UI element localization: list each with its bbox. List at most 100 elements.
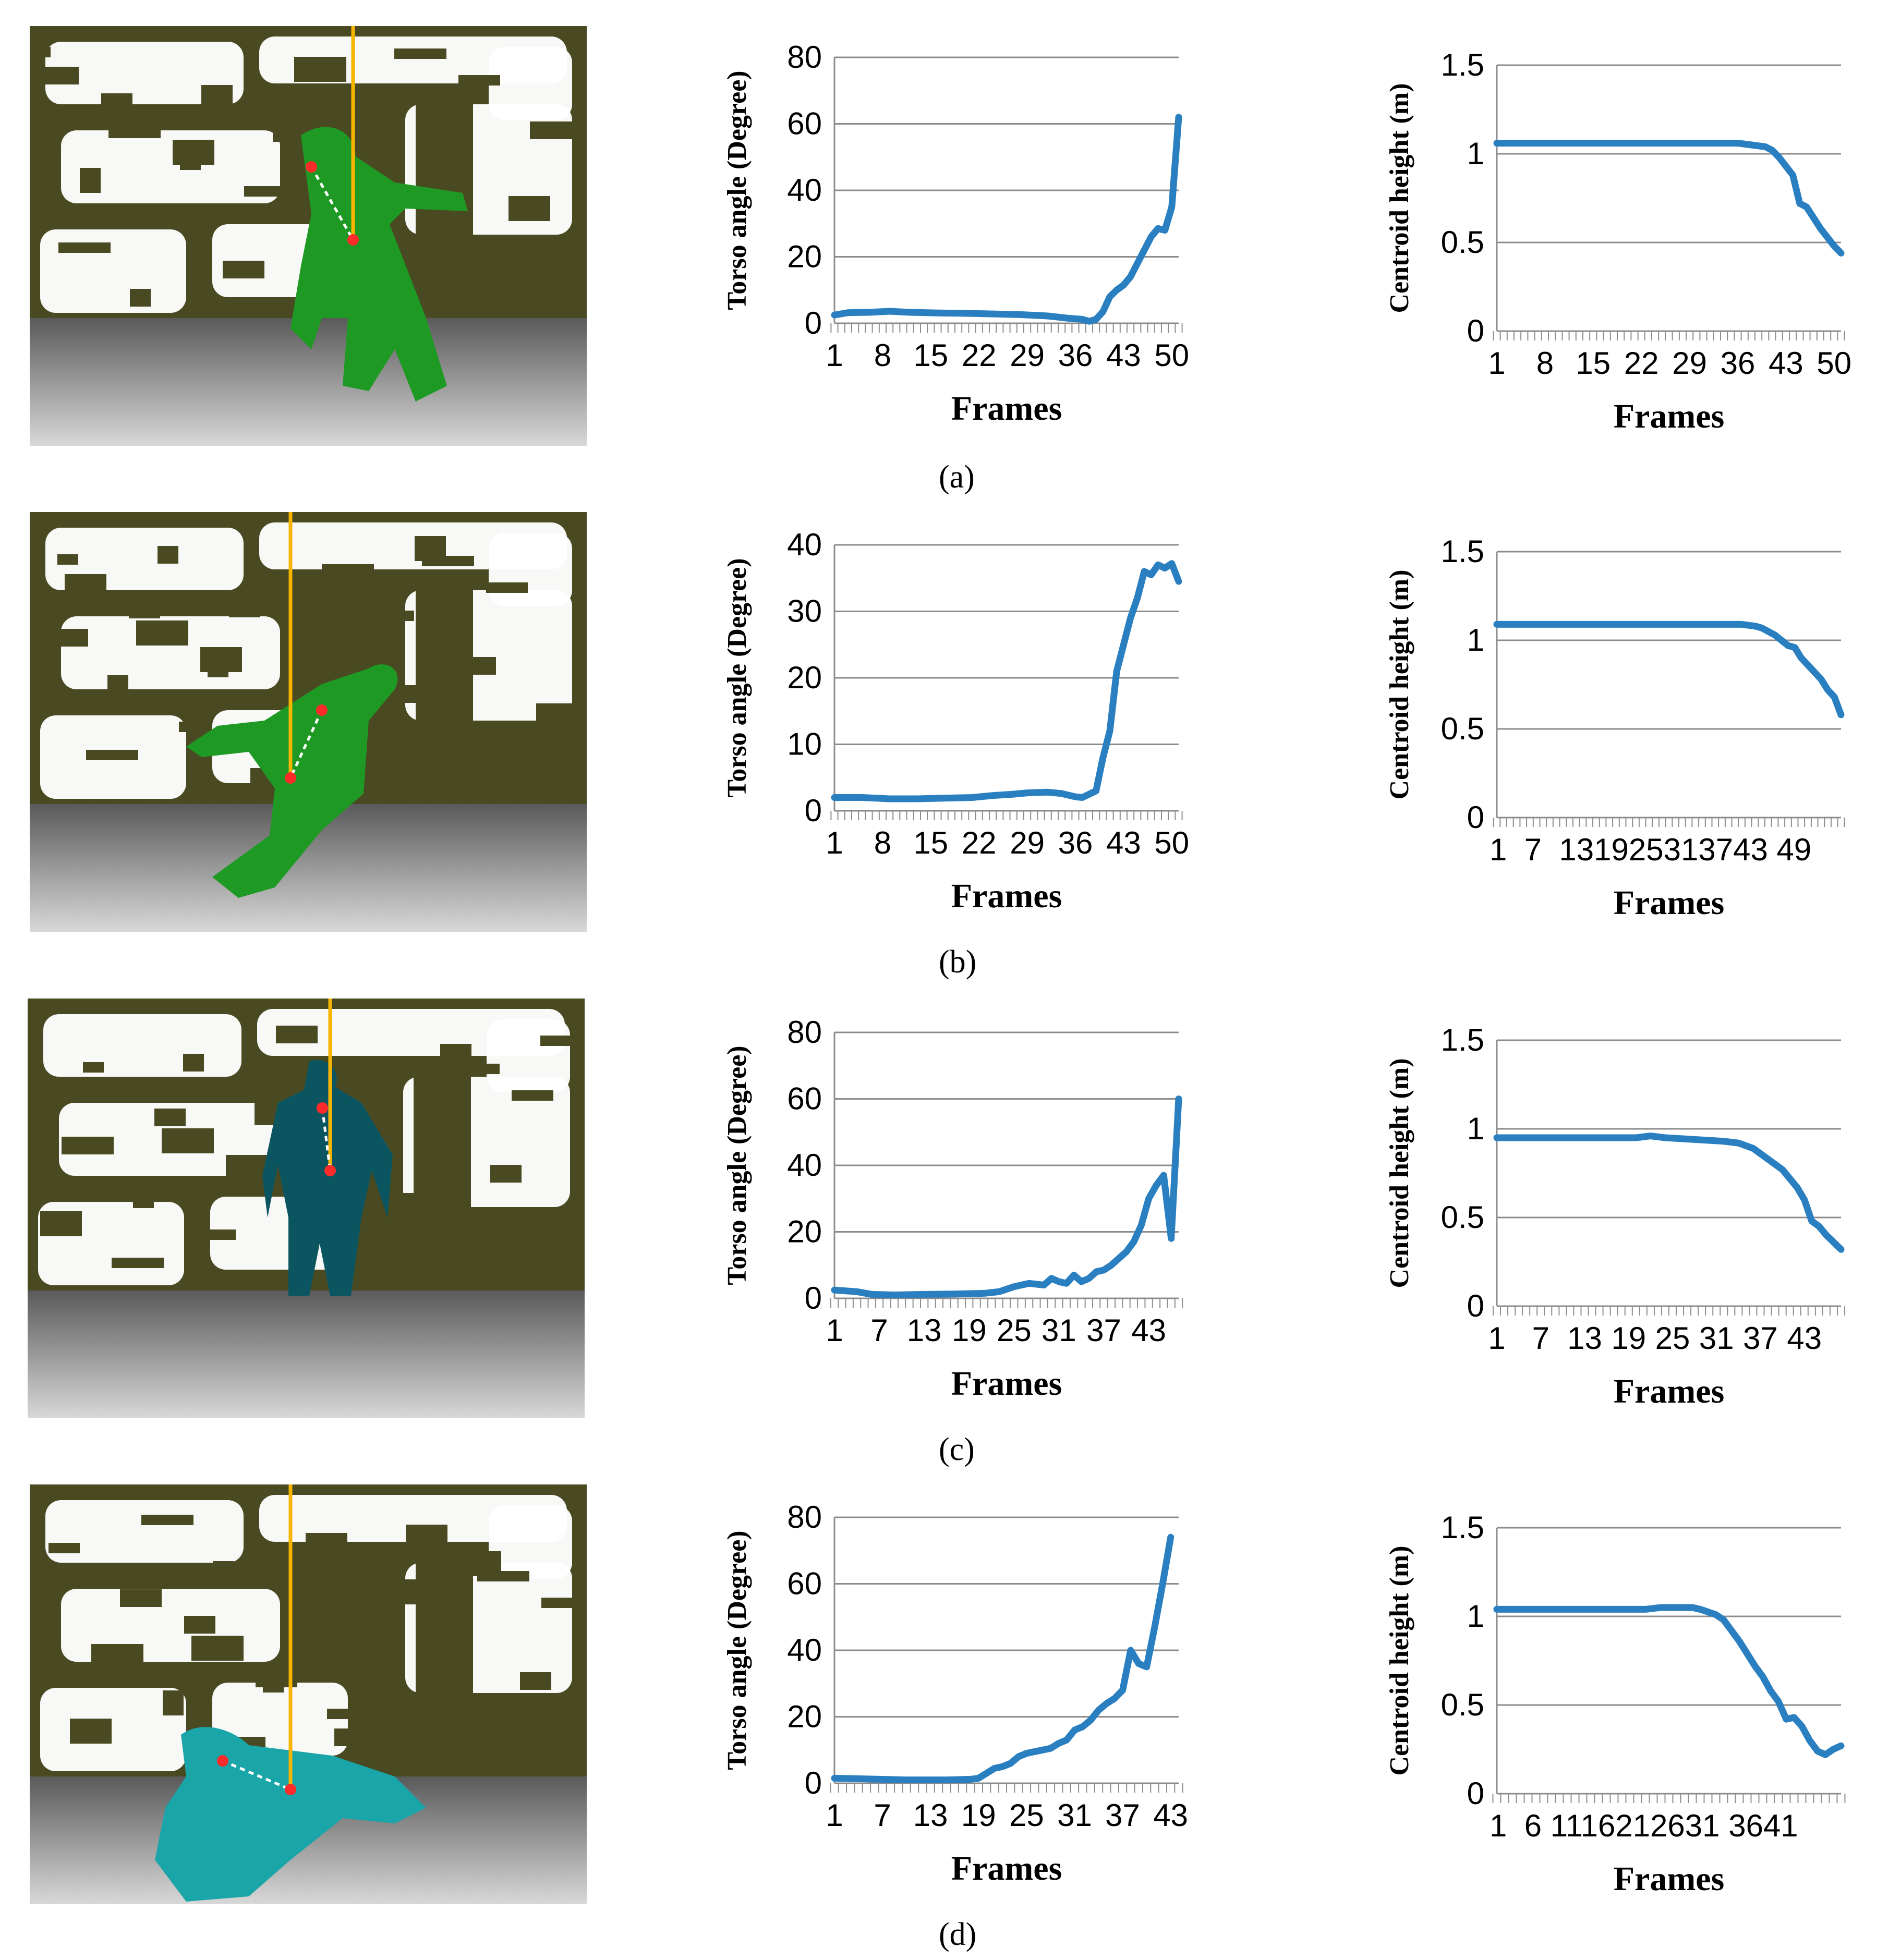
y-tick-label: 60 xyxy=(787,1566,822,1601)
x-axis-ticks xyxy=(830,323,1183,333)
x-tick-label: 19 xyxy=(1611,1321,1646,1356)
y-tick-label: 80 xyxy=(787,1015,822,1050)
y-tick-label: 1.5 xyxy=(1441,1510,1484,1545)
x-tick-label: 25 xyxy=(1655,1321,1690,1356)
series-line xyxy=(1493,1133,1845,1253)
y-tick-label: 40 xyxy=(787,527,822,562)
series-line xyxy=(1493,1604,1845,1758)
series-line xyxy=(1493,620,1845,719)
y-tick-label: 30 xyxy=(787,594,822,629)
x-tick-label: 50 xyxy=(1817,346,1851,381)
y-tick-label: 0 xyxy=(1467,1776,1484,1811)
x-tick-label: 37 xyxy=(1086,1313,1121,1348)
series-line xyxy=(831,560,1182,802)
x-axis-ticks xyxy=(830,1783,1183,1793)
chart-a-torso: 0 20 40 60 80 1 8 15 22 29 36 43 50 Frames Torso angle… xyxy=(678,40,1200,448)
series-line xyxy=(831,1095,1182,1299)
x-tick-label: 31 xyxy=(1042,1313,1076,1348)
y-tick-label: 60 xyxy=(787,1081,822,1116)
y-tick-label: 20 xyxy=(787,1214,822,1249)
x-axis-title: Frames xyxy=(1614,1372,1725,1410)
x-axis-title: Frames xyxy=(951,1849,1062,1888)
x-tick-label: 37 xyxy=(1743,1321,1778,1356)
depth-image-d xyxy=(30,1484,587,1904)
x-tick-label: 13 xyxy=(913,1798,948,1833)
x-tick-label: 7 xyxy=(870,1313,888,1348)
series-line xyxy=(1493,140,1845,257)
y-tick-label: 0.5 xyxy=(1441,1200,1484,1235)
x-tick-label: 8 xyxy=(874,338,891,373)
chart-d-height: 0 0.5 1 1.5 1 6 1116212631 3641 Frames Centroi… xyxy=(1340,1510,1862,1919)
y-tick-label: 0 xyxy=(805,1281,822,1316)
x-tick-label: 25 xyxy=(997,1313,1032,1348)
x-axis-ticks xyxy=(1493,818,1845,827)
x-tick-label: 19 xyxy=(961,1798,996,1833)
y-tick-label: 1 xyxy=(1467,1111,1484,1146)
chart-d-torso: 0 20 40 60 80 1 7 13 19 25 31 37 43 Frames Torso angle… xyxy=(678,1500,1200,1908)
panel-label-d: (d) xyxy=(939,1917,977,1952)
y-tick-label: 0 xyxy=(1467,800,1484,835)
x-axis-title: Frames xyxy=(1614,884,1725,922)
y-axis-title: Torso angle (Degree) xyxy=(722,70,752,310)
depth-image-a xyxy=(30,26,587,446)
x-tick-label: 29 xyxy=(1010,825,1045,860)
y-axis-title: Centroid height (m) xyxy=(1385,1545,1414,1775)
x-tick-label: 25 xyxy=(1009,1798,1044,1833)
y-tick-label: 60 xyxy=(787,106,822,141)
y-tick-label: 1 xyxy=(1467,623,1484,658)
x-tick-label: 8 xyxy=(874,825,891,860)
x-axis-title: Frames xyxy=(1614,397,1725,435)
x-tick-label: 43 xyxy=(1131,1313,1166,1348)
y-tick-label: 20 xyxy=(787,239,822,274)
x-tick-label: 43 xyxy=(1153,1798,1188,1833)
y-tick-label: 40 xyxy=(787,1633,822,1667)
x-axis-ticks xyxy=(830,1298,1183,1308)
y-tick-label: 0 xyxy=(1467,313,1484,348)
y-tick-label: 1.5 xyxy=(1441,1022,1484,1057)
x-tick-label: 37 xyxy=(1105,1798,1140,1833)
x-tick-label: 31 xyxy=(1057,1798,1092,1833)
y-axis-title: Centroid height (m) xyxy=(1385,1058,1414,1288)
y-axis-title: Torso angle (Degree) xyxy=(722,1530,752,1770)
y-tick-label: 40 xyxy=(787,173,822,208)
x-tick-label: 1 xyxy=(826,1798,843,1833)
series-line xyxy=(831,114,1182,325)
x-axis-title: Frames xyxy=(951,877,1062,915)
x-tick-label: 15 xyxy=(913,825,948,860)
x-tick-label: 29 xyxy=(1672,346,1707,381)
x-tick-label: 22 xyxy=(1624,346,1659,381)
x-tick-label: 7 xyxy=(1532,1321,1549,1356)
y-tick-label: 1 xyxy=(1467,136,1484,171)
x-tick-label: 31 xyxy=(1699,1321,1734,1356)
x-tick-label: 50 xyxy=(1154,338,1189,373)
y-axis-title: Centroid height (m) xyxy=(1385,569,1414,799)
y-tick-label: 20 xyxy=(787,1699,822,1734)
x-tick-label: 1 xyxy=(826,1313,843,1348)
x-tick-label: 15 xyxy=(1576,346,1611,381)
y-tick-label: 0.5 xyxy=(1441,225,1484,260)
x-tick-label: 43 xyxy=(1787,1321,1822,1356)
y-tick-label: 1.5 xyxy=(1441,47,1484,82)
x-tick-label: 1 xyxy=(826,338,843,373)
chart-b-height: 0 0.5 1 1.5 1 7 131925313743 49 Frames Centroi… xyxy=(1340,534,1862,943)
x-axis-ticks xyxy=(1492,1794,1846,1803)
x-tick-label: 1 xyxy=(1488,1321,1505,1356)
x-tick-label: 8 xyxy=(1536,346,1554,381)
y-tick-label: 1 xyxy=(1467,1599,1484,1634)
x-tick-label: 43 xyxy=(1769,346,1803,381)
chart-a-height: 0 0.5 1 1.5 1 8 15 22 29 36 43 50 Frames Centroid hei… xyxy=(1340,47,1862,456)
x-tick-label: 43 xyxy=(1106,825,1141,860)
x-tick-label: 43 xyxy=(1106,338,1141,373)
x-tick-label: 50 xyxy=(1154,825,1189,860)
x-tick-label: 22 xyxy=(962,338,997,373)
depth-image-b xyxy=(30,512,587,932)
x-axis-title: Frames xyxy=(951,389,1062,428)
y-axis-title: Torso angle (Degree) xyxy=(722,1045,752,1285)
y-tick-label: 1.5 xyxy=(1441,534,1484,569)
x-tick-label: 19 xyxy=(952,1313,987,1348)
x-tick-label: 36 xyxy=(1721,346,1755,381)
x-axis-title: Frames xyxy=(1614,1860,1725,1898)
y-tick-label: 40 xyxy=(787,1148,822,1183)
x-tick-labels: 1 7 131925313743 49 xyxy=(1490,832,1811,867)
x-tick-label: 36 xyxy=(1058,825,1093,860)
